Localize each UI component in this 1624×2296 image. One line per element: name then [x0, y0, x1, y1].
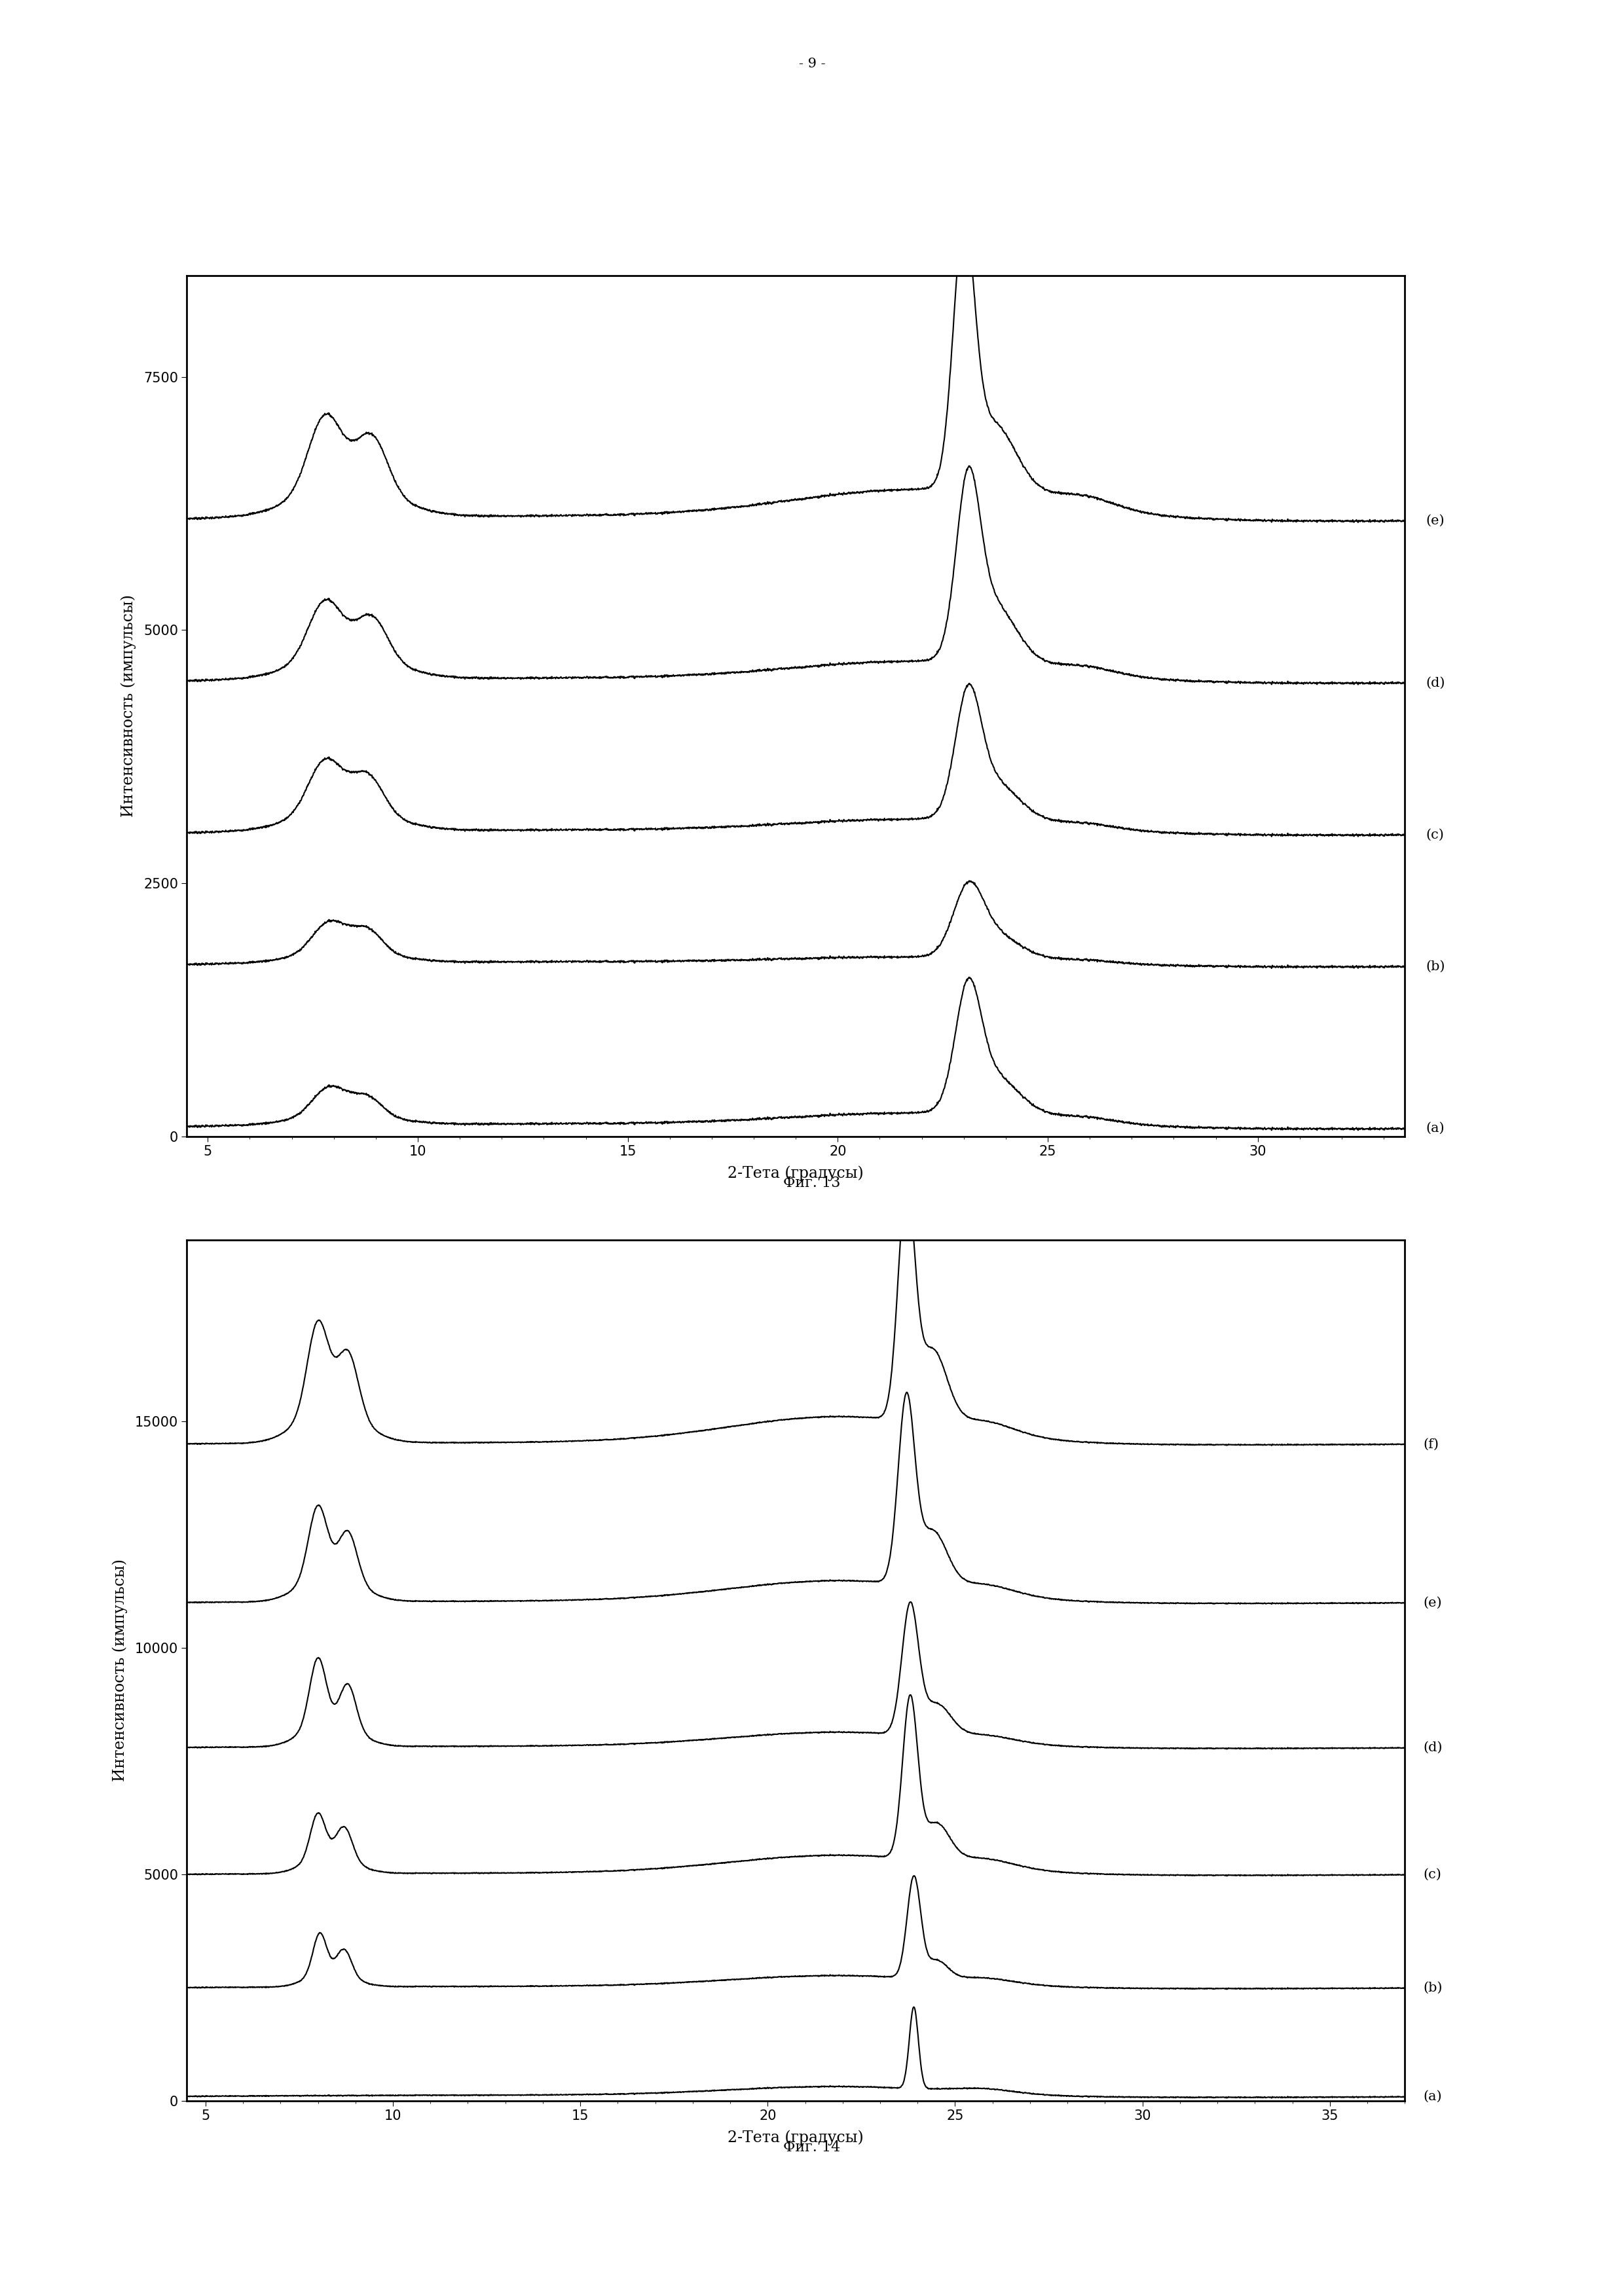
- Text: (a): (a): [1424, 2092, 1442, 2103]
- Text: (e): (e): [1424, 1596, 1442, 1609]
- Text: (f): (f): [1424, 1437, 1439, 1451]
- Y-axis label: Интенсивность (импульсы): Интенсивность (импульсы): [120, 595, 136, 817]
- X-axis label: 2-Тета (градусы): 2-Тета (градусы): [728, 1166, 864, 1180]
- Text: (a): (a): [1426, 1123, 1444, 1134]
- Text: Фиг. 14: Фиг. 14: [783, 2140, 841, 2154]
- Text: - 9 -: - 9 -: [799, 57, 825, 69]
- Text: (d): (d): [1426, 677, 1445, 689]
- Text: (b): (b): [1424, 1981, 1442, 1995]
- Text: (c): (c): [1424, 1869, 1442, 1880]
- Text: (b): (b): [1426, 960, 1445, 974]
- Text: (c): (c): [1426, 829, 1444, 840]
- Text: (d): (d): [1424, 1743, 1442, 1754]
- Text: Фиг. 13: Фиг. 13: [783, 1176, 841, 1189]
- Text: (e): (e): [1426, 514, 1444, 528]
- X-axis label: 2-Тета (градусы): 2-Тета (градусы): [728, 2131, 864, 2144]
- Y-axis label: Интенсивность (импульсы): Интенсивность (импульсы): [112, 1559, 127, 1782]
